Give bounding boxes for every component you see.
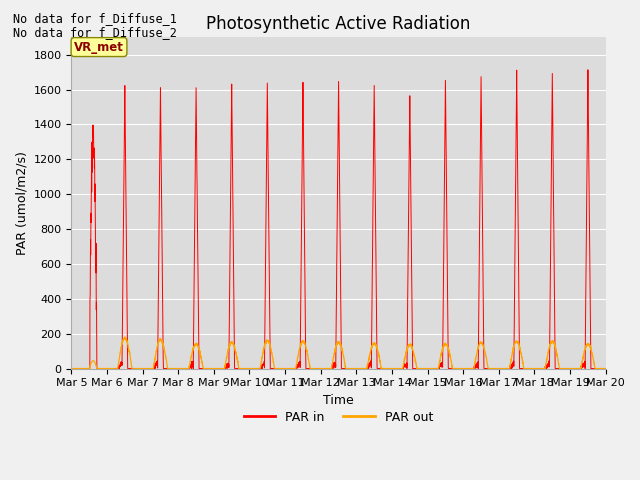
PAR in [319,366,326,372]
Text: No data for f_Diffuse_1: No data for f_Diffuse_1 [13,12,177,25]
PAR out [602,366,609,372]
PAR in [429,366,436,372]
PAR out [68,366,76,372]
PAR out [488,366,496,372]
PAR in [601,366,609,372]
PAR in [584,67,592,72]
PAR in [164,366,172,372]
Text: No data for f_Diffuse_2: No data for f_Diffuse_2 [13,26,177,39]
PAR out [601,366,609,372]
Line: PAR in: PAR in [72,70,605,369]
PAR out [164,366,172,372]
PAR out [429,366,436,372]
PAR out [458,366,466,372]
PAR out [319,366,326,372]
Title: Photosynthetic Active Radiation: Photosynthetic Active Radiation [206,15,470,33]
PAR in [488,366,496,372]
Legend: PAR in, PAR out: PAR in, PAR out [239,406,438,429]
Y-axis label: PAR (umol/m2/s): PAR (umol/m2/s) [15,151,28,255]
PAR in [458,366,466,372]
X-axis label: Time: Time [323,394,354,407]
Text: VR_met: VR_met [74,41,124,54]
Line: PAR out: PAR out [72,337,605,369]
PAR in [68,366,76,372]
PAR in [602,366,609,372]
PAR out [121,335,129,340]
